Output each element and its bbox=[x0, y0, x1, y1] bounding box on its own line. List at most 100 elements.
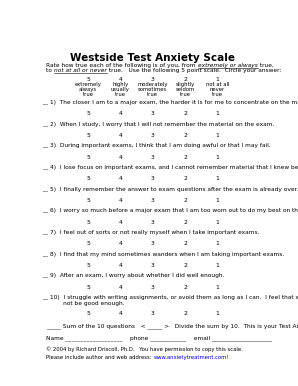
Text: 9)  After an exam, I worry about whether I did well enough.: 9) After an exam, I worry about whether … bbox=[50, 273, 224, 278]
Text: 1: 1 bbox=[215, 198, 219, 203]
Text: 3: 3 bbox=[151, 133, 155, 138]
Text: 5: 5 bbox=[86, 285, 90, 290]
Text: 1: 1 bbox=[215, 311, 219, 315]
Text: 1: 1 bbox=[215, 263, 219, 268]
Text: 1: 1 bbox=[215, 133, 219, 138]
Text: 5: 5 bbox=[86, 311, 90, 315]
Text: __: __ bbox=[42, 273, 48, 278]
Text: extremely: extremely bbox=[74, 82, 102, 87]
Text: __: __ bbox=[42, 143, 48, 148]
Text: seldom: seldom bbox=[176, 87, 195, 92]
Text: highly: highly bbox=[112, 82, 128, 87]
Text: 5: 5 bbox=[86, 111, 90, 116]
Text: not at all or never: not at all or never bbox=[54, 68, 107, 73]
Text: 1: 1 bbox=[215, 111, 219, 116]
Text: 3: 3 bbox=[151, 311, 155, 315]
Text: 1)  The closer I am to a major exam, the harder it is for me to concentrate on t: 1) The closer I am to a major exam, the … bbox=[50, 100, 298, 105]
Text: moderately: moderately bbox=[137, 82, 168, 87]
Text: 2: 2 bbox=[183, 263, 187, 268]
Text: 1: 1 bbox=[215, 241, 219, 246]
Text: 3: 3 bbox=[151, 241, 155, 246]
Text: true: true bbox=[83, 92, 94, 97]
Text: 3: 3 bbox=[151, 111, 155, 116]
Text: 4: 4 bbox=[119, 111, 122, 116]
Text: __: __ bbox=[42, 165, 48, 170]
Text: 2: 2 bbox=[183, 111, 187, 116]
Text: 6)  I worry so much before a major exam that I am too worn out to do my best on : 6) I worry so much before a major exam t… bbox=[50, 208, 298, 213]
Text: __: __ bbox=[42, 295, 48, 300]
Text: 1: 1 bbox=[215, 220, 219, 225]
Text: 4: 4 bbox=[119, 285, 122, 290]
Text: 5)  I finally remember the answer to exam questions after the exam is already ov: 5) I finally remember the answer to exam… bbox=[50, 186, 298, 191]
Text: true: true bbox=[147, 92, 158, 97]
Text: Westside Test Anxiety Scale: Westside Test Anxiety Scale bbox=[70, 53, 235, 63]
Text: 5: 5 bbox=[86, 176, 90, 181]
Text: 1: 1 bbox=[215, 285, 219, 290]
Text: 4: 4 bbox=[119, 198, 122, 203]
Text: __: __ bbox=[42, 208, 48, 213]
Text: true: true bbox=[180, 92, 190, 97]
Text: to: to bbox=[46, 68, 54, 73]
Text: __: __ bbox=[42, 252, 48, 257]
Text: 10)  I struggle with writing assignments, or avoid them as long as I can.  I fee: 10) I struggle with writing assignments,… bbox=[50, 295, 298, 306]
Text: extremely or always: extremely or always bbox=[198, 63, 257, 68]
Text: 1: 1 bbox=[215, 77, 219, 81]
Text: 4: 4 bbox=[119, 220, 122, 225]
Text: _____ Sum of the 10 questions   < _____ >   Divide the sum by 10.  This is your : _____ Sum of the 10 questions < _____ > … bbox=[46, 323, 298, 329]
Text: never: never bbox=[210, 87, 225, 92]
Text: 4: 4 bbox=[119, 133, 122, 138]
Text: __: __ bbox=[42, 100, 48, 105]
Text: 5: 5 bbox=[86, 241, 90, 246]
Text: 2: 2 bbox=[183, 285, 187, 290]
Text: 3: 3 bbox=[151, 220, 155, 225]
Text: Rate how true each of the following is of you, from: Rate how true each of the following is o… bbox=[46, 63, 198, 68]
Text: 5: 5 bbox=[86, 133, 90, 138]
Text: 3: 3 bbox=[151, 285, 155, 290]
Text: true: true bbox=[115, 92, 126, 97]
Text: 5: 5 bbox=[86, 198, 90, 203]
Text: 3: 3 bbox=[151, 198, 155, 203]
Text: 4: 4 bbox=[119, 77, 122, 81]
Text: 5: 5 bbox=[86, 263, 90, 268]
Text: 8)  I find that my mind sometimes wanders when I am taking important exams.: 8) I find that my mind sometimes wanders… bbox=[50, 252, 284, 257]
Text: true.   Use the following 5 point scale.  Circle your answer:: true. Use the following 5 point scale. C… bbox=[107, 68, 281, 73]
Text: 4: 4 bbox=[119, 176, 122, 181]
Text: 5: 5 bbox=[86, 220, 90, 225]
Text: always: always bbox=[79, 87, 97, 92]
Text: __: __ bbox=[42, 186, 48, 191]
Text: 5: 5 bbox=[86, 154, 90, 159]
Text: usually: usually bbox=[111, 87, 130, 92]
Text: www.anxietytreatment.com!: www.anxietytreatment.com! bbox=[153, 354, 229, 359]
Text: true,: true, bbox=[257, 63, 274, 68]
Text: 3: 3 bbox=[151, 263, 155, 268]
Text: 2: 2 bbox=[183, 198, 187, 203]
Text: slightly: slightly bbox=[176, 82, 195, 87]
Text: © 2004 by Richard Driscoll, Ph.D.   You have permission to copy this scale.: © 2004 by Richard Driscoll, Ph.D. You ha… bbox=[46, 347, 243, 352]
Text: 2: 2 bbox=[183, 311, 187, 315]
Text: 4: 4 bbox=[119, 241, 122, 246]
Text: __: __ bbox=[42, 230, 48, 235]
Text: 2: 2 bbox=[183, 154, 187, 159]
Text: not at all: not at all bbox=[206, 82, 229, 87]
Text: __: __ bbox=[42, 122, 48, 127]
Text: 2: 2 bbox=[183, 220, 187, 225]
Text: true: true bbox=[212, 92, 223, 97]
Text: 2: 2 bbox=[183, 77, 187, 81]
Text: Name ___________________    phone ____________    email ____________________: Name ___________________ phone _________… bbox=[46, 335, 272, 340]
Text: 2: 2 bbox=[183, 176, 187, 181]
Text: 3: 3 bbox=[151, 154, 155, 159]
Text: Please include author and web address:: Please include author and web address: bbox=[46, 354, 153, 359]
Text: 5: 5 bbox=[86, 77, 90, 81]
Text: 4: 4 bbox=[119, 263, 122, 268]
Text: 2: 2 bbox=[183, 133, 187, 138]
Text: 1: 1 bbox=[215, 154, 219, 159]
Text: 3: 3 bbox=[151, 176, 155, 181]
Text: 4: 4 bbox=[119, 154, 122, 159]
Text: 2)  When I study, I worry that I will not remember the material on the exam.: 2) When I study, I worry that I will not… bbox=[50, 122, 274, 127]
Text: 3)  During important exams, I think that I am doing awful or that I may fail.: 3) During important exams, I think that … bbox=[50, 143, 271, 148]
Text: 3: 3 bbox=[151, 77, 155, 81]
Text: 4)  I lose focus on important exams, and I cannot remember material that I knew : 4) I lose focus on important exams, and … bbox=[50, 165, 298, 170]
Text: 2: 2 bbox=[183, 241, 187, 246]
Text: 4: 4 bbox=[119, 311, 122, 315]
Text: 1: 1 bbox=[215, 176, 219, 181]
